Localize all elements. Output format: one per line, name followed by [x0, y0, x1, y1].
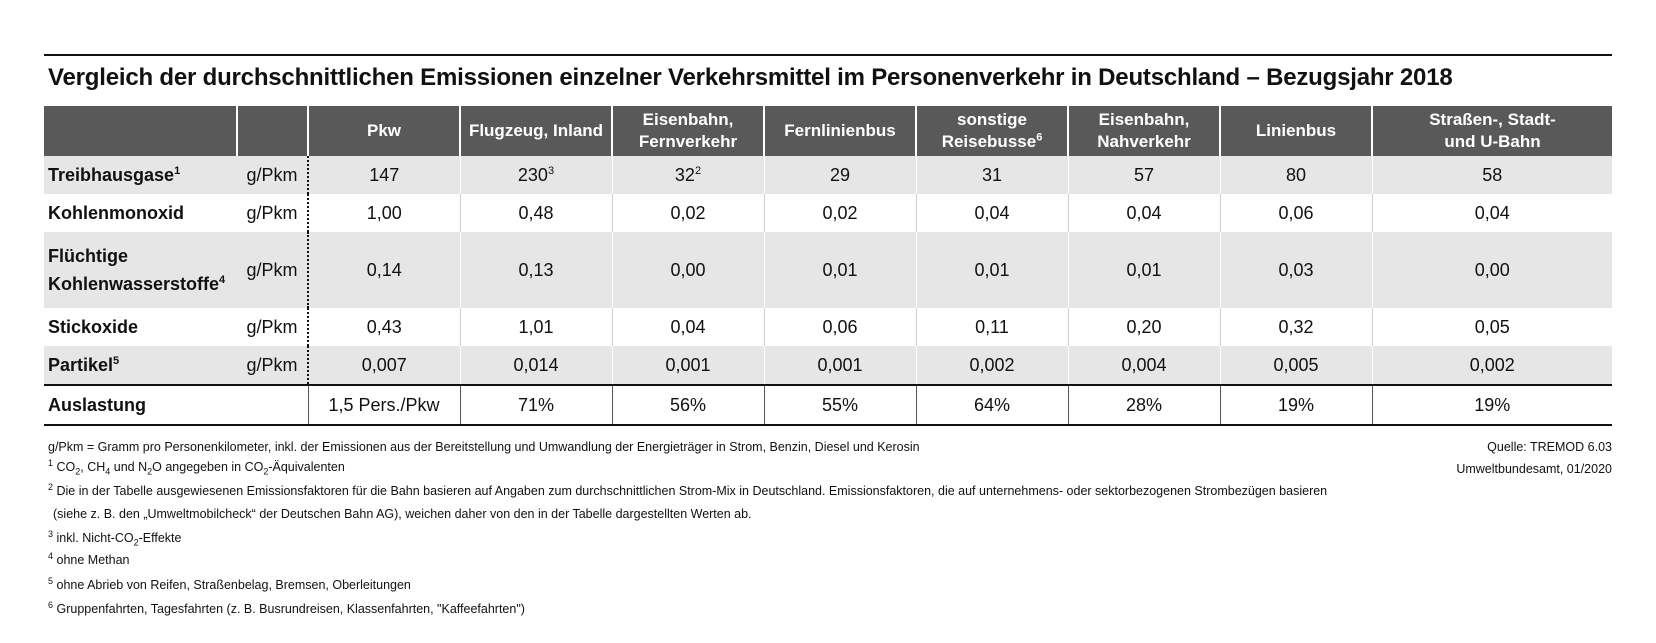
row-unit: g/Pkm	[237, 156, 309, 194]
table-row: Stickoxide g/Pkm 0,43 1,01 0,04 0,06 0,1…	[44, 308, 1612, 346]
table-cell: 0,14	[307, 232, 460, 308]
row-unit: g/Pkm	[237, 194, 309, 232]
table-row: Treibhausgase1 g/Pkm 147 2303 322 29 31 …	[44, 156, 1612, 194]
footnote-2: 2 Die in der Tabelle ausgewiesenen Emiss…	[48, 481, 1328, 498]
column-header: Fernlinienbus	[763, 106, 916, 156]
source-line: Quelle: TREMOD 6.03	[1487, 440, 1612, 454]
row-label: Auslastung	[44, 384, 237, 426]
table-cell: 19%	[1219, 384, 1372, 426]
table-cell: 29	[763, 156, 916, 194]
table-row: Flüchtige Kohlenwasserstoffe4 g/Pkm 0,14 …	[44, 232, 1612, 308]
total-row: Auslastung 1,5 Pers./Pkw 71% 56% 55% 64%…	[44, 384, 1612, 426]
table-cell: 0,00	[611, 232, 764, 308]
table-cell: 58	[1371, 156, 1612, 194]
footnote-5: 5 ohne Abrieb von Reifen, Straßenbelag, …	[48, 575, 411, 592]
column-header: Eisenbahn, Fernverkehr	[611, 106, 764, 156]
row-label: Kohlenmonoxid	[44, 194, 237, 232]
table-cell: 31	[915, 156, 1068, 194]
table-cell: 0,001	[611, 346, 764, 385]
table-cell: 71%	[459, 384, 612, 426]
table-cell: 147	[307, 156, 460, 194]
table-cell: 0,001	[763, 346, 916, 385]
column-header: Linienbus	[1219, 106, 1372, 156]
table-cell: 0,02	[611, 194, 764, 232]
footnote-4: 4 ohne Methan	[48, 550, 130, 567]
table-cell: 1,5 Pers./Pkw	[307, 384, 460, 426]
header-label-cell	[44, 106, 237, 156]
table-cell: 0,13	[459, 232, 612, 308]
table-title: Vergleich der durchschnittlichen Emissio…	[48, 64, 1453, 91]
table-cell: 0,00	[1371, 232, 1612, 308]
table-cell: 28%	[1067, 384, 1220, 426]
table-cell: 322	[611, 156, 764, 194]
table-cell: 64%	[915, 384, 1068, 426]
table-cell: 56%	[611, 384, 764, 426]
table-row: Partikel5 g/Pkm 0,007 0,014 0,001 0,001 …	[44, 346, 1612, 385]
header-row: Pkw Flugzeug, Inland Eisenbahn, Fernverke…	[44, 106, 1612, 156]
table-cell: 0,06	[1219, 194, 1372, 232]
column-header: Pkw	[307, 106, 460, 156]
table-cell: 0,002	[915, 346, 1068, 385]
table-cell: 0,002	[1371, 346, 1612, 385]
table-cell: 0,007	[307, 346, 460, 385]
column-header: Flugzeug, Inland	[459, 106, 612, 156]
row-unit: g/Pkm	[237, 346, 309, 385]
row-label: Flüchtige Kohlenwasserstoffe4	[44, 232, 237, 308]
table-cell: 0,04	[1067, 194, 1220, 232]
table-cell: 0,04	[1371, 194, 1612, 232]
row-label: Treibhausgase1	[44, 156, 237, 194]
table-cell: 0,43	[307, 308, 460, 346]
column-header: Eisenbahn, Nahverkehr	[1067, 106, 1220, 156]
publisher-line: Umweltbundesamt, 01/2020	[1456, 462, 1612, 476]
table-cell: 0,01	[1067, 232, 1220, 308]
row-label: Stickoxide	[44, 308, 237, 346]
row-label: Partikel5	[44, 346, 237, 385]
table-cell: 0,005	[1219, 346, 1372, 385]
table-cell: 0,32	[1219, 308, 1372, 346]
footnote-gpkm: g/Pkm = Gramm pro Personenkilometer, ink…	[48, 440, 920, 454]
table-cell: 0,01	[763, 232, 916, 308]
table-cell: 0,05	[1371, 308, 1612, 346]
table-cell: 0,014	[459, 346, 612, 385]
table-cell: 0,004	[1067, 346, 1220, 385]
table-cell: 80	[1219, 156, 1372, 194]
row-unit: g/Pkm	[237, 232, 309, 308]
table-cell: 0,02	[763, 194, 916, 232]
table-cell: 0,01	[915, 232, 1068, 308]
table-cell: 0,06	[763, 308, 916, 346]
table-cell: 0,03	[1219, 232, 1372, 308]
table-cell: 0,20	[1067, 308, 1220, 346]
footnote-3: 3 inkl. Nicht-CO2-Effekte	[48, 528, 182, 548]
row-unit	[237, 384, 308, 426]
row-unit: g/Pkm	[237, 308, 309, 346]
table-cell: 0,04	[611, 308, 764, 346]
table-cell: 0,48	[459, 194, 612, 232]
footnote-1: 1 CO2, CH4 und N2O angegeben in CO2-Äqui…	[48, 457, 345, 477]
footnote-6: 6 Gruppenfahrten, Tagesfahrten (z. B. Bu…	[48, 599, 525, 616]
table-cell: 1,01	[459, 308, 612, 346]
top-rule	[44, 54, 1612, 56]
table-cell: 1,00	[307, 194, 460, 232]
header-unit-cell	[236, 106, 308, 156]
footnote-2-continued: (siehe z. B. den „Umweltmobilcheck“ der …	[53, 507, 752, 521]
table-cell: 55%	[763, 384, 916, 426]
column-header: Straßen-, Stadt-und U-Bahn	[1371, 106, 1612, 156]
table-cell: 0,11	[915, 308, 1068, 346]
table-cell: 2303	[459, 156, 612, 194]
table-cell: 19%	[1371, 384, 1612, 426]
table-cell: 0,04	[915, 194, 1068, 232]
table-row: Kohlenmonoxid g/Pkm 1,00 0,48 0,02 0,02 …	[44, 194, 1612, 232]
column-header: sonstige Reisebusse6	[915, 106, 1068, 156]
emissions-table: Pkw Flugzeug, Inland Eisenbahn, Fernverke…	[44, 106, 1612, 426]
table-cell: 57	[1067, 156, 1220, 194]
